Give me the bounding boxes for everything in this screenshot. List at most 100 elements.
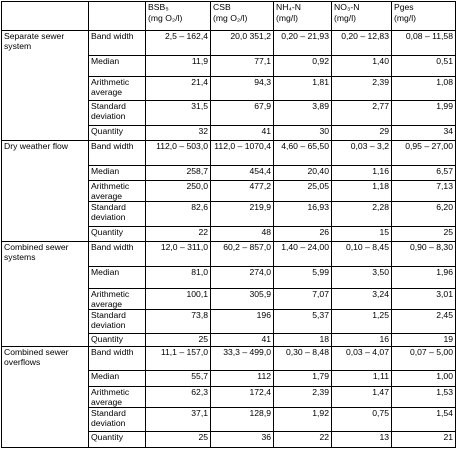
stat-label-quantity: Quantity bbox=[88, 333, 146, 347]
value-cell: 62,3 bbox=[145, 386, 211, 408]
group-spacer bbox=[1, 288, 89, 310]
value-cell: 20,0 351,2 bbox=[210, 30, 274, 56]
stat-label-arithmetic-average: Arithmetic average bbox=[88, 76, 146, 101]
stat-label-standard-deviation: Standard deviation bbox=[88, 100, 146, 126]
value-cell: 1,79 bbox=[273, 370, 332, 387]
value-cell: 26 bbox=[273, 226, 332, 242]
value-cell: 20,40 bbox=[273, 165, 332, 181]
value-cell: 0,30 – 8,48 bbox=[273, 346, 332, 371]
stat-label-standard-deviation: Standard deviation bbox=[88, 201, 146, 227]
stat-label-median: Median bbox=[88, 55, 146, 77]
units-csb: (mg O₂/l) bbox=[210, 12, 274, 31]
value-cell: 21 bbox=[391, 431, 456, 448]
table-row: Quantity 22 48 26 15 25 bbox=[1, 226, 456, 242]
value-cell: 196 bbox=[210, 309, 274, 334]
value-cell: 25 bbox=[145, 431, 211, 448]
value-cell: 0,51 bbox=[391, 55, 456, 77]
value-cell: 2,39 bbox=[273, 386, 332, 408]
header-bsb5: BSB₅ bbox=[145, 1, 211, 13]
group-spacer bbox=[1, 201, 89, 227]
header-cell bbox=[1, 1, 89, 13]
group-spacer bbox=[1, 431, 89, 448]
header-row: BSB₅ CSB NH₄-N NO₃-N Pges bbox=[1, 1, 456, 13]
value-cell: 19 bbox=[391, 333, 456, 347]
value-cell: 2,45 bbox=[391, 309, 456, 334]
value-cell: 48 bbox=[210, 226, 274, 242]
value-cell: 0,92 bbox=[273, 55, 332, 77]
group-spacer bbox=[1, 125, 89, 141]
group-spacer bbox=[1, 55, 89, 77]
value-cell: 1,99 bbox=[391, 100, 456, 126]
value-cell: 219,9 bbox=[210, 201, 274, 227]
value-cell: 172,4 bbox=[210, 386, 274, 408]
value-cell: 41 bbox=[210, 125, 274, 141]
value-cell: 11,9 bbox=[145, 55, 211, 77]
value-cell: 21,4 bbox=[145, 76, 211, 101]
value-cell: 22 bbox=[145, 226, 211, 242]
table-container: BSB₅ CSB NH₄-N NO₃-N Pges (mg O₂/l) (mg … bbox=[1, 1, 456, 448]
value-cell: 1,54 bbox=[391, 407, 456, 432]
table-row: Median 81,0 274,0 5,99 3,50 1,96 bbox=[1, 266, 456, 289]
value-cell: 22 bbox=[273, 431, 332, 448]
units-no3n: (mg/l) bbox=[331, 12, 392, 31]
table-row: Separate sewer system Band width 2,5 – 162… bbox=[1, 30, 456, 56]
table-row: Standard deviation 73,8 196 5,37 1,25 2,45 bbox=[1, 309, 456, 334]
value-cell: 33,3 – 499,0 bbox=[210, 346, 274, 371]
value-cell: 2,28 bbox=[331, 201, 392, 227]
stat-label-quantity: Quantity bbox=[88, 431, 146, 448]
header-nh4n: NH₄-N bbox=[273, 1, 332, 13]
value-cell: 112 bbox=[210, 370, 274, 387]
value-cell: 41 bbox=[210, 333, 274, 347]
value-cell: 55,7 bbox=[145, 370, 211, 387]
header-csb: CSB bbox=[210, 1, 274, 13]
value-cell: 3,89 bbox=[273, 100, 332, 126]
value-cell: 25,05 bbox=[273, 180, 332, 202]
table-row: Median 258,7 454,4 20,40 1,16 6,57 bbox=[1, 165, 456, 181]
stat-label-median: Median bbox=[88, 370, 146, 387]
value-cell: 1,18 bbox=[331, 180, 392, 202]
value-cell: 15 bbox=[331, 226, 392, 242]
group-name-dry-weather-flow: Dry weather flow bbox=[1, 140, 89, 166]
value-cell: 250,0 bbox=[145, 180, 211, 202]
value-cell: 30 bbox=[273, 125, 332, 141]
header-pges: Pges bbox=[391, 1, 456, 13]
table-row: Standard deviation 37,1 128,9 1,92 0,75 1,54 bbox=[1, 407, 456, 432]
value-cell: 0,08 – 11,58 bbox=[391, 30, 456, 56]
value-cell: 73,8 bbox=[145, 309, 211, 334]
value-cell: 305,9 bbox=[210, 288, 274, 310]
value-cell: 1,47 bbox=[331, 386, 392, 408]
stat-label-band-width: Band width bbox=[88, 140, 146, 166]
table-row: Quantity 32 41 30 29 34 bbox=[1, 125, 456, 141]
value-cell: 1,40 bbox=[331, 55, 392, 77]
group-spacer bbox=[1, 386, 89, 408]
value-cell: 112,0 – 503,0 bbox=[145, 140, 211, 166]
value-cell: 18 bbox=[273, 333, 332, 347]
value-cell: 0,03 – 4,07 bbox=[331, 346, 392, 371]
stat-label-arithmetic-average: Arithmetic average bbox=[88, 288, 146, 310]
stat-label-band-width: Band width bbox=[88, 346, 146, 371]
value-cell: 16 bbox=[331, 333, 392, 347]
value-cell: 128,9 bbox=[210, 407, 274, 432]
group-spacer bbox=[1, 76, 89, 101]
stat-label-median: Median bbox=[88, 266, 146, 289]
value-cell: 274,0 bbox=[210, 266, 274, 289]
value-cell: 1,00 bbox=[391, 370, 456, 387]
table-row: Standard deviation 31,5 67,9 3,89 2,77 1,99 bbox=[1, 100, 456, 126]
stat-label-band-width: Band width bbox=[88, 30, 146, 56]
value-cell: 32 bbox=[145, 125, 211, 141]
value-cell: 82,6 bbox=[145, 201, 211, 227]
stat-label-band-width: Band width bbox=[88, 241, 146, 267]
units-bsb5: (mg O₂/l) bbox=[145, 12, 211, 31]
stat-label-quantity: Quantity bbox=[88, 226, 146, 242]
value-cell: 1,16 bbox=[331, 165, 392, 181]
value-cell: 1,40 – 24,00 bbox=[273, 241, 332, 267]
units-cell bbox=[88, 12, 146, 31]
group-spacer bbox=[1, 309, 89, 334]
value-cell: 1,81 bbox=[273, 76, 332, 101]
value-cell: 2,77 bbox=[331, 100, 392, 126]
value-cell: 1,11 bbox=[331, 370, 392, 387]
units-nh4n: (mg/l) bbox=[273, 12, 332, 31]
units-row: (mg O₂/l) (mg O₂/l) (mg/l) (mg/l) (mg/l) bbox=[1, 12, 456, 31]
value-cell: 0,90 – 8,30 bbox=[391, 241, 456, 267]
value-cell: 77,1 bbox=[210, 55, 274, 77]
